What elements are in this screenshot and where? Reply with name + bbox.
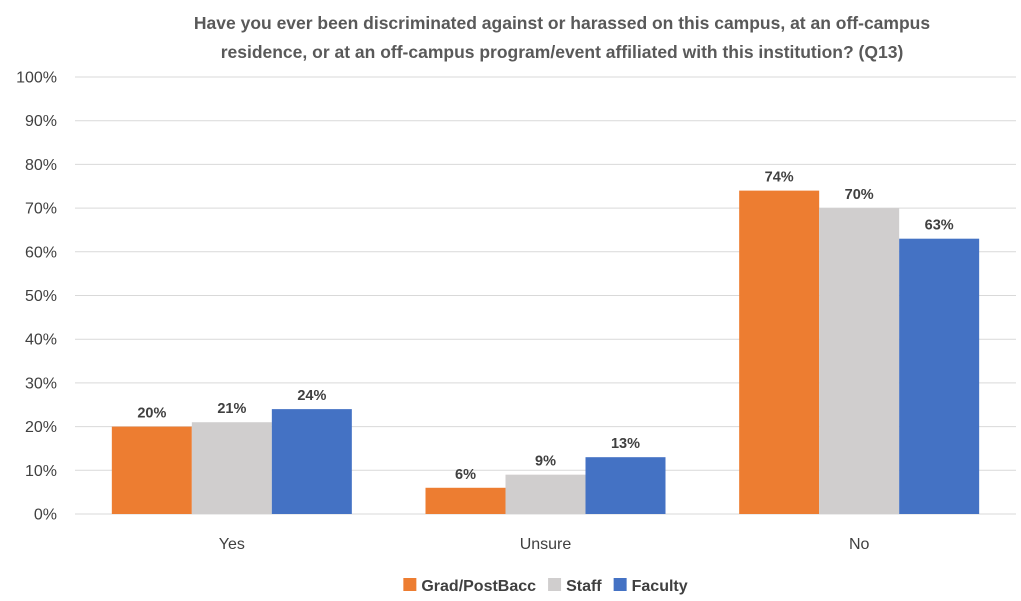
chart-title: Have you ever been discriminated against… [194,13,930,62]
data-label: 70% [845,187,874,203]
y-tick-label: 20% [25,419,57,436]
y-tick-label: 100% [16,70,57,87]
y-axis-tick-labels: 0% 10% 20% 30% 40% 50% 60% 70% 80% 90% 100% [16,70,57,524]
y-tick-label: 0% [34,507,57,524]
bar-staff-yes [191,422,272,514]
data-label: 20% [137,406,166,422]
bar-staff-unsure [505,474,586,514]
bar-faculty-no [899,238,980,514]
y-tick-label: 80% [25,157,57,174]
legend-swatch [613,578,627,591]
y-tick-label: 40% [25,332,57,349]
legend-label: Grad/PostBacc [421,578,536,595]
bar-faculty-yes [271,409,352,514]
category-label-yes: Yes [219,536,245,553]
bar-faculty-unsure [585,457,666,514]
chart-title-line-1: Have you ever been discriminated against… [194,13,930,33]
legend: Grad/PostBacc Staff Faculty [403,578,688,595]
bar-grad-postbacc-yes [111,426,192,514]
legend-label: Staff [566,578,602,595]
data-labels: 20% 21% 24% 6% 9% 13% 74% 70% 63% [137,170,953,483]
data-label: 63% [925,218,954,234]
bar-grad-postbacc-no [739,190,820,514]
data-label: 21% [217,401,246,417]
y-tick-label: 60% [25,244,57,261]
data-label: 24% [297,388,326,404]
bar-staff-no [819,208,900,514]
y-tick-label: 10% [25,463,57,480]
data-label: 13% [611,436,640,452]
y-tick-label: 50% [25,288,57,305]
y-tick-label: 70% [25,201,57,218]
y-tick-label: 90% [25,113,57,130]
bar-grad-postbacc-unsure [425,487,506,514]
legend-swatch [403,578,417,591]
data-label: 74% [765,170,794,186]
y-tick-label: 30% [25,375,57,392]
data-label: 9% [535,454,556,470]
data-label: 6% [455,467,476,483]
category-label-unsure: Unsure [520,536,572,553]
category-label-no: No [849,536,870,553]
legend-label: Faculty [632,578,688,595]
legend-swatch [548,578,562,591]
chart-title-line-2: residence, or at an off-campus program/e… [221,42,904,62]
x-axis-category-labels: Yes Unsure No [219,536,870,553]
bar-series [111,190,980,514]
